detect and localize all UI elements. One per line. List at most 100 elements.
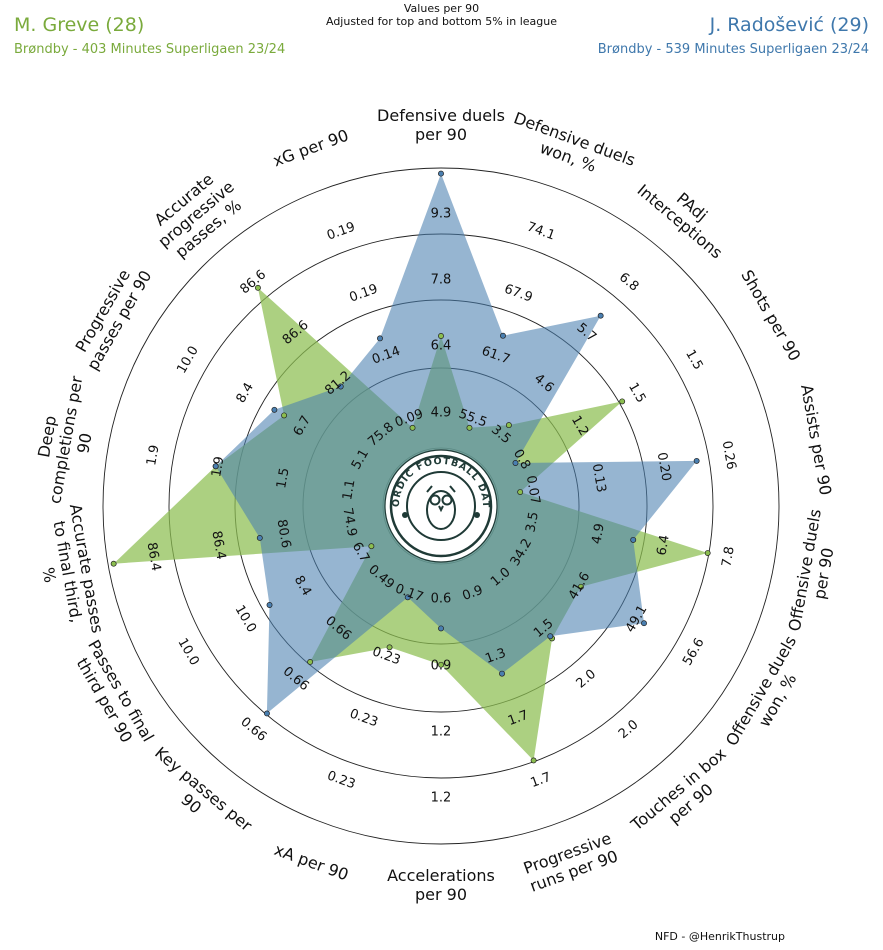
tick-label-4-1: 0.13	[589, 463, 609, 494]
tick-label-4-0: 0.07	[523, 474, 543, 505]
tick-label-8-3: 1.7	[529, 770, 554, 791]
tick-label-1-3: 74.1	[525, 220, 557, 244]
player2-subtitle: Brøndby - 539 Minutes Superligaen 23/24	[597, 42, 869, 57]
axis-label-10-line-0: xA per 90	[272, 840, 351, 884]
axis-label-14-line-2: 90	[73, 431, 95, 454]
tick-label-2-3: 6.8	[616, 270, 641, 295]
player2-point-10	[404, 594, 411, 601]
tick-label-8-2: 1.7	[506, 708, 531, 729]
chart-note-line2: Adjusted for top and bottom 5% in league	[325, 15, 557, 28]
player1-point-2	[505, 422, 512, 429]
player1-point-12	[368, 543, 375, 550]
player2-point-13	[256, 535, 263, 541]
tick-label-9-0: 0.6	[431, 592, 452, 607]
player1-point-8	[530, 757, 537, 764]
axis-label-0-line-0: Defensive duels	[377, 106, 505, 125]
player2-point-2	[597, 312, 604, 319]
chart-note: Values per 90 Adjusted for top and botto…	[0, 2, 883, 28]
tick-label-13-1: 80.6	[274, 518, 294, 549]
player1-point-10	[386, 644, 393, 651]
tick-label-14-1: 1.5	[274, 467, 292, 490]
axis-label-10: xA per 90	[272, 840, 351, 884]
radar-points	[110, 170, 711, 764]
axis-label-3-line-0: Shots per 90	[737, 267, 804, 365]
player2-point-3	[512, 460, 519, 466]
player2-point-11	[263, 710, 270, 717]
player2-point-16	[337, 383, 344, 390]
player1-point-15	[281, 412, 288, 419]
tick-label-10-3: 0.23	[325, 768, 357, 792]
tick-label-8-0: 0.9	[461, 583, 486, 604]
player1-point-0	[438, 333, 444, 339]
player1-point-4	[517, 489, 524, 495]
tick-label-13-2: 86.4	[208, 530, 228, 561]
player1-point-13	[110, 560, 117, 567]
player2-point-1	[500, 332, 506, 339]
player2-point-7	[547, 633, 554, 640]
player2-point-9	[438, 625, 444, 632]
tick-label-5-2: 6.4	[654, 534, 672, 557]
radar-ring-4	[102, 167, 780, 845]
tick-label-0-2: 7.8	[431, 273, 452, 288]
player1-point-6	[577, 583, 584, 590]
player2-point-14	[212, 463, 219, 470]
tick-label-0-0: 4.9	[431, 406, 452, 421]
axis-label-11-line-0: Key passes per	[151, 743, 256, 835]
player1-point-5	[704, 550, 711, 556]
player1-point-3	[619, 398, 626, 405]
player2-point-0	[438, 170, 444, 177]
axis-label-17: xG per 90	[270, 126, 351, 171]
owl-icon	[426, 485, 456, 530]
tick-label-7-2: 2.0	[574, 667, 599, 692]
player2-point-5	[630, 536, 637, 543]
tick-label-14-3: 1.9	[144, 444, 162, 467]
axis-label-2-line-1: Interceptions	[633, 180, 726, 262]
axis-label-4-line-0: Assists per 90	[797, 383, 835, 497]
tick-label-0-3: 9.3	[431, 207, 452, 222]
tick-label-16-3: 86.6	[237, 267, 269, 297]
logo-inner-ring	[406, 471, 476, 541]
axis-label-9-line-1: per 90	[415, 885, 467, 904]
chart-note-line1: Values per 90	[403, 2, 480, 15]
player1-point-16	[254, 284, 261, 291]
player2-point-6	[641, 620, 647, 627]
tick-label-4-2: 0.20	[654, 451, 674, 482]
tick-label-6-3: 56.6	[680, 636, 707, 669]
player2-point-15	[271, 406, 278, 413]
player1-subtitle: Brøndby - 403 Minutes Superligaen 23/24	[14, 42, 286, 57]
tick-label-14-0: 1.1	[340, 478, 358, 501]
tick-label-3-3: 1.5	[682, 347, 705, 372]
axis-label-4: Assists per 90	[797, 383, 835, 497]
tick-label-12-2: 10.0	[232, 603, 259, 636]
tick-label-9-1: 0.9	[431, 659, 452, 674]
axis-label-3: Shots per 90	[737, 267, 804, 365]
logo-outer-ring	[384, 449, 498, 563]
tick-label-9-2: 1.2	[431, 725, 452, 740]
axis-label-13-line-2: %	[38, 566, 59, 584]
player2-name: J. Radošević (29)	[709, 14, 869, 36]
player1-point-17	[409, 424, 416, 431]
tick-label-17-3: 0.19	[325, 220, 357, 244]
tick-label-12-3: 10.0	[174, 636, 201, 669]
player1-name: M. Greve (28)	[14, 14, 145, 36]
axis-label-9-line-0: Accelerations	[387, 866, 495, 885]
tick-label-3-2: 1.5	[625, 380, 648, 405]
tick-label-17-2: 0.19	[348, 282, 380, 306]
tick-label-15-2: 8.4	[234, 380, 257, 405]
player2-point-17	[377, 335, 383, 342]
player1-point-11	[307, 659, 314, 665]
tick-label-4-3: 0.26	[719, 440, 739, 471]
player2-polygon	[215, 173, 697, 714]
